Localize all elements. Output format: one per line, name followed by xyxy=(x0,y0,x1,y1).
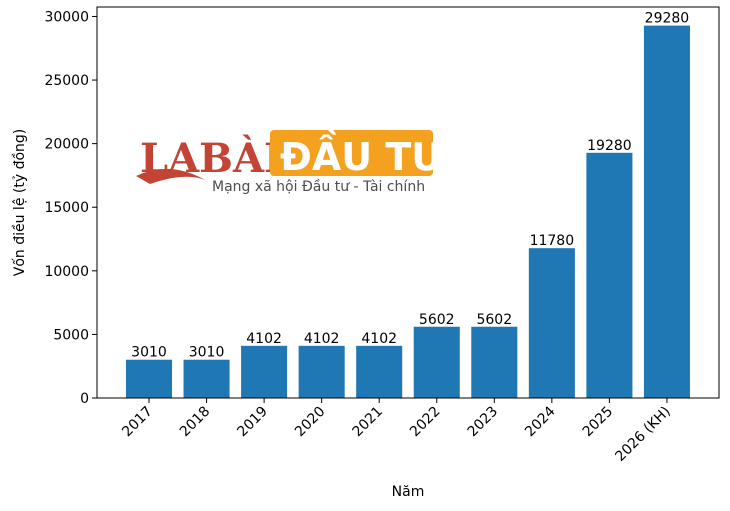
data-label: 3010 xyxy=(131,345,167,361)
bar xyxy=(183,359,230,398)
data-label: 29280 xyxy=(645,11,690,27)
y-tick-label: 10000 xyxy=(44,264,89,280)
y-axis-label: Vốn điều lệ (tỷ đồng) xyxy=(11,129,28,277)
x-tick-label: 2026 (KH) xyxy=(612,404,673,465)
x-tick-label: 2023 xyxy=(465,404,502,441)
y-tick-label: 0 xyxy=(80,391,89,407)
logo-tagline: Mạng xã hội Đầu tư - Tài chính xyxy=(212,179,425,195)
bar xyxy=(586,152,633,398)
data-label: 11780 xyxy=(530,233,575,249)
x-tick-label: 2022 xyxy=(407,404,444,441)
bar xyxy=(413,326,460,398)
data-label: 4102 xyxy=(246,331,282,347)
y-tick-label: 30000 xyxy=(44,9,89,25)
plot-frame xyxy=(96,6,720,399)
watermark: LABÀN ĐẦU TƯ Mạng xã hội Đầu tư - Tài ch… xyxy=(136,130,443,195)
bar xyxy=(471,326,518,398)
y-tick-label: 20000 xyxy=(44,137,89,153)
y-tick-label: 25000 xyxy=(44,73,89,89)
x-tick-label: 2020 xyxy=(292,404,329,441)
logo-highlight: ĐẦU TƯ xyxy=(280,130,443,179)
bar xyxy=(241,345,288,398)
bar xyxy=(298,345,345,398)
x-tick-label: 2025 xyxy=(580,404,617,441)
x-tick-label: 2021 xyxy=(350,404,387,441)
data-label: 5602 xyxy=(419,312,455,328)
x-tick-label: 2018 xyxy=(177,404,214,441)
data-label: 5602 xyxy=(476,312,512,328)
x-axis-label: Năm xyxy=(392,484,425,500)
data-label: 4102 xyxy=(361,331,397,347)
logo-swoosh xyxy=(136,168,205,184)
data-label: 3010 xyxy=(189,345,225,361)
x-tick-label: 2017 xyxy=(119,404,156,441)
y-tick-label: 15000 xyxy=(44,200,89,216)
bar xyxy=(528,248,575,398)
logo-box xyxy=(270,130,433,176)
x-tick-label: 2024 xyxy=(522,403,559,440)
bar xyxy=(643,25,690,398)
bar xyxy=(356,345,403,398)
data-label: 4102 xyxy=(304,331,340,347)
x-tick-label: 2019 xyxy=(234,404,271,441)
data-label: 19280 xyxy=(587,138,632,154)
bar xyxy=(125,359,173,398)
y-tick-label: 5000 xyxy=(53,327,89,343)
